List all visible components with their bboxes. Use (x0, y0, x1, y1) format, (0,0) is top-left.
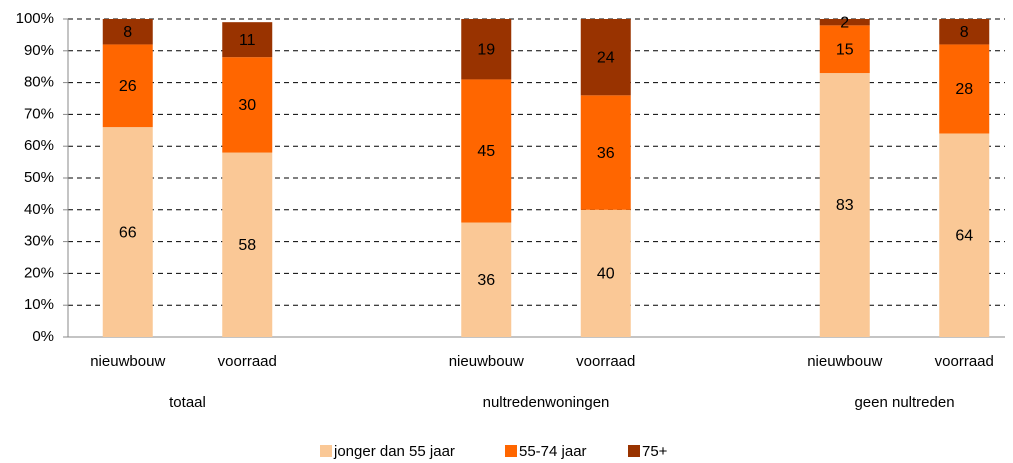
bar-segment (939, 44, 990, 134)
data-label: 26 (119, 78, 137, 95)
y-tick-label: 30% (24, 233, 54, 250)
y-tick-label: 90% (24, 42, 54, 59)
bar-segment (580, 209, 631, 337)
legend-swatch (628, 445, 640, 457)
data-label: 66 (119, 224, 137, 241)
legend-label: 75+ (642, 443, 668, 460)
y-tick-label: 40% (24, 201, 54, 218)
bar-segment (222, 152, 273, 337)
bar-segment (939, 19, 990, 45)
bar-segment (580, 95, 631, 210)
bar-segment (222, 57, 273, 153)
x-tick-label: nieuwbouw (90, 353, 165, 370)
data-label: 8 (123, 24, 132, 41)
data-label: 83 (836, 197, 854, 214)
bar-segment (819, 19, 870, 26)
x-tick-label: voorraad (935, 353, 994, 370)
data-label: 28 (955, 81, 973, 98)
data-label: 30 (238, 97, 256, 114)
data-label: 15 (836, 41, 854, 58)
data-label: 45 (477, 143, 495, 160)
data-label: 40 (597, 266, 615, 283)
group-label: totaal (169, 394, 206, 411)
legend-swatch (320, 445, 332, 457)
bar-segment (461, 79, 512, 223)
data-label: 2 (840, 14, 849, 31)
bar-segment (461, 19, 512, 80)
bar-segment (819, 25, 870, 74)
data-label: 19 (477, 41, 495, 58)
bar-segment (102, 44, 153, 128)
legend-label: jonger dan 55 jaar (333, 443, 455, 460)
x-tick-label: nieuwbouw (807, 353, 882, 370)
data-label: 36 (477, 272, 495, 289)
x-tick-label: nieuwbouw (449, 353, 524, 370)
y-tick-label: 80% (24, 74, 54, 91)
bar-segment (580, 19, 631, 96)
data-label: 36 (597, 145, 615, 162)
bar-segment (102, 19, 153, 45)
x-tick-label: voorraad (218, 353, 277, 370)
data-label: 8 (960, 24, 969, 41)
data-label: 24 (597, 49, 615, 66)
y-tick-label: 20% (24, 264, 54, 281)
bar-segment (461, 222, 512, 337)
bar-segment (222, 22, 273, 58)
x-tick-label: voorraad (576, 353, 635, 370)
y-tick-label: 70% (24, 105, 54, 122)
data-label: 58 (238, 237, 256, 254)
y-tick-label: 60% (24, 137, 54, 154)
legend-label: 55-74 jaar (519, 443, 587, 460)
group-label: geen nultreden (854, 394, 954, 411)
y-tick-label: 0% (32, 328, 54, 345)
data-label: 64 (955, 227, 973, 244)
y-tick-label: 10% (24, 296, 54, 313)
data-label: 11 (239, 32, 256, 49)
group-label: nultredenwoningen (483, 394, 610, 411)
bar-segment (939, 133, 990, 337)
y-tick-label: 50% (24, 169, 54, 186)
y-tick-label: 100% (16, 10, 54, 27)
bar-segment (102, 127, 153, 338)
legend-swatch (505, 445, 517, 457)
bar-segment (819, 73, 870, 337)
